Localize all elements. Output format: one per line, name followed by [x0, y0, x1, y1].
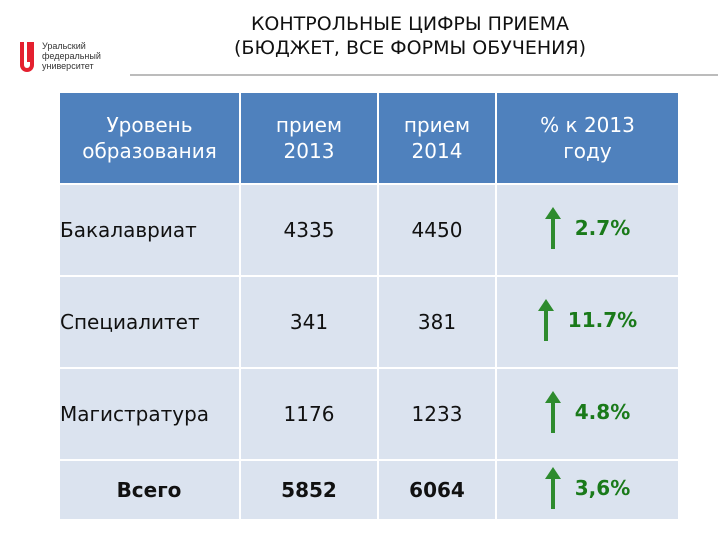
header-2013: прием 2013 [240, 93, 379, 184]
level-cell: Бакалавриат [60, 183, 241, 276]
arrow-up-icon [544, 206, 561, 249]
logo-line: Уральский [42, 41, 86, 51]
total-2013-cell: 5852 [240, 459, 379, 519]
level-cell: Специалитет [60, 275, 241, 368]
logo-line: федеральный [42, 51, 101, 61]
arrow-up-icon [537, 298, 554, 341]
header-level: Уровень образования [60, 93, 241, 184]
table-row: Бакалавриат 4335 4450 2.7% [60, 183, 678, 276]
level-cell: Магистратура [60, 367, 241, 460]
table-row: Специалитет 341 381 11.7% [60, 275, 678, 368]
page-title: КОНТРОЛЬНЫЕ ЦИФРЫ ПРИЕМА (БЮДЖЕТ, ВСЕ ФО… [130, 12, 690, 60]
total-2014-cell: 6064 [378, 459, 497, 519]
title-line-1: КОНТРОЛЬНЫЕ ЦИФРЫ ПРИЕМА [250, 13, 570, 35]
change-value: 2.7% [574, 215, 631, 240]
value-2014-cell: 1233 [378, 367, 497, 460]
header-text: прием [403, 113, 471, 137]
header-text: % к 2013 [540, 113, 635, 137]
logo-line: университет [42, 61, 94, 71]
value-2014-cell: 381 [378, 275, 497, 368]
university-logo: Уральский федеральный университет [20, 40, 120, 80]
title-line-2: (БЮДЖЕТ, ВСЕ ФОРМЫ ОБУЧЕНИЯ) [234, 37, 586, 59]
value-2013-cell: 1176 [240, 367, 379, 460]
header-text: образования [82, 139, 217, 163]
admission-table: Уровень образования прием 2013 прием 201… [60, 93, 678, 519]
table-row: Магистратура 1176 1233 4.8% [60, 367, 678, 460]
change-value: 3,6% [574, 475, 631, 500]
total-label-cell: Всего [60, 459, 241, 519]
arrow-up-icon [544, 466, 561, 509]
value-2014-cell: 4450 [378, 183, 497, 276]
urfu-logo-icon [20, 42, 34, 72]
header-text: Уровень [106, 113, 193, 137]
table-header-row: Уровень образования прием 2013 прием 201… [60, 93, 678, 184]
value-2013-cell: 4335 [240, 183, 379, 276]
arrow-up-icon [544, 390, 561, 433]
change-value: 11.7% [567, 307, 638, 332]
table-total-row: Всего 5852 6064 3,6% [60, 459, 678, 519]
logo-text: Уральский федеральный университет [42, 41, 132, 71]
change-value: 4.8% [574, 399, 631, 424]
value-2013-cell: 341 [240, 275, 379, 368]
header-text: 2013 [283, 139, 335, 163]
title-divider [130, 74, 718, 76]
header-text: году [563, 139, 612, 163]
total-change-cell: 3,6% [496, 459, 678, 519]
header-text: 2014 [411, 139, 463, 163]
change-cell: 11.7% [496, 275, 678, 368]
header-2014: прием 2014 [378, 93, 497, 184]
change-cell: 2.7% [496, 183, 678, 276]
header-change: % к 2013 году [496, 93, 678, 184]
header-text: прием [275, 113, 343, 137]
change-cell: 4.8% [496, 367, 678, 460]
